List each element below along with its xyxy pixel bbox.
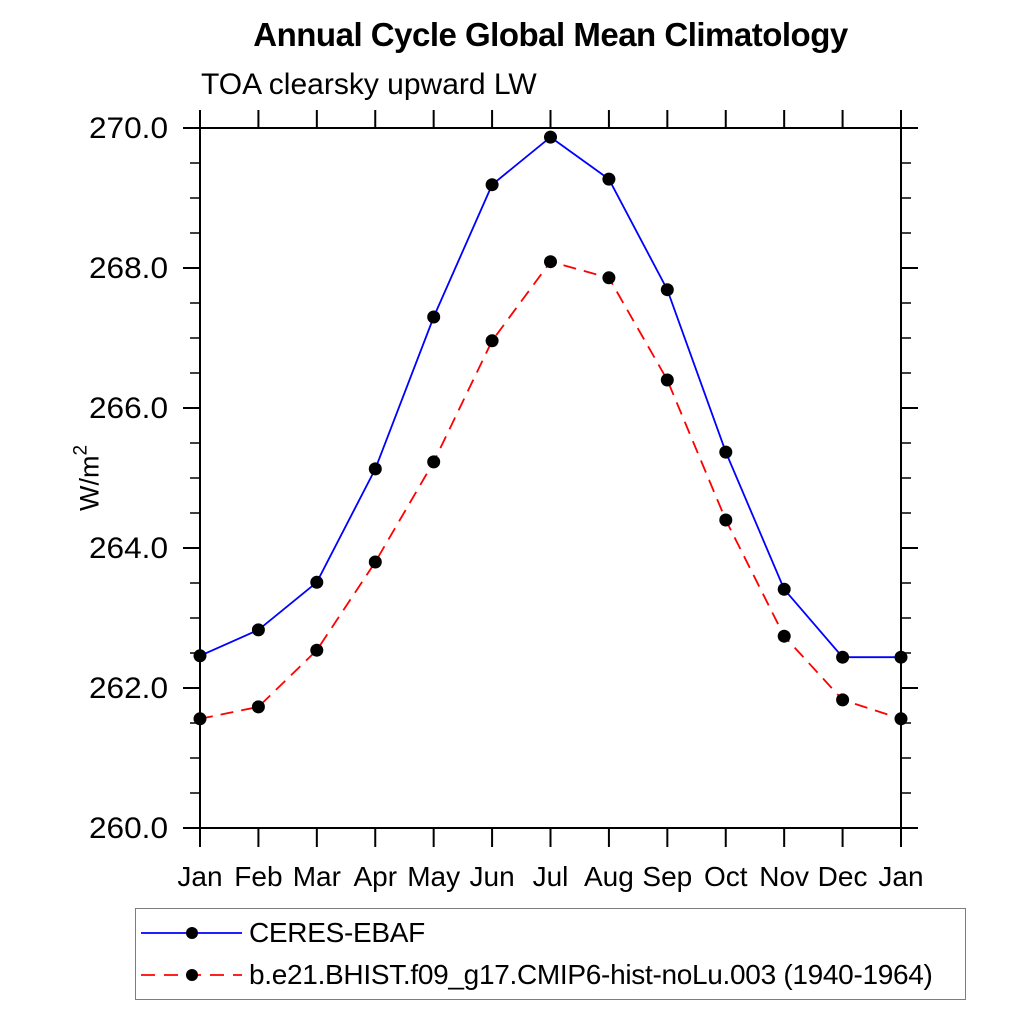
data-point-marker — [894, 712, 908, 726]
chart-subtitle: TOA clearsky upward LW — [201, 68, 537, 101]
x-axis-tick-label: Oct — [704, 861, 748, 892]
y-axis-tick-label: 268.0 — [89, 252, 168, 285]
data-point-marker — [719, 445, 733, 459]
legend-item-ceres-ebaf: CERES-EBAF — [139, 912, 965, 954]
data-point-marker — [368, 462, 382, 476]
legend-dashed-line-sample — [141, 969, 242, 981]
legend: CERES-EBAF b.e21.BHIST.f09_g17.CMIP6-his… — [135, 908, 966, 1000]
data-point-marker — [427, 310, 441, 324]
y-axis-tick-label: 266.0 — [89, 392, 168, 425]
data-point-marker — [485, 178, 499, 192]
data-point-marker — [602, 172, 616, 186]
legend-item-model-run: b.e21.BHIST.f09_g17.CMIP6-hist-noLu.003 … — [139, 954, 965, 996]
data-point-marker — [894, 650, 908, 664]
y-axis-tick-label: 262.0 — [89, 672, 168, 705]
legend-marker-dot-icon — [186, 969, 198, 981]
x-axis-tick-label: Mar — [293, 861, 341, 892]
data-point-marker — [602, 271, 616, 285]
legend-label-model-run: b.e21.BHIST.f09_g17.CMIP6-hist-noLu.003 … — [249, 959, 933, 990]
x-axis-tick-label: Jan — [878, 861, 923, 892]
data-point-marker — [777, 629, 791, 643]
x-axis-tick-label: Feb — [234, 861, 282, 892]
data-point-marker — [193, 649, 207, 663]
y-axis-tick-label: 264.0 — [89, 532, 168, 565]
y-axis-tick-label: 270.0 — [89, 112, 168, 145]
y-axis-tick-label: 260.0 — [89, 812, 168, 845]
data-point-marker — [485, 334, 499, 348]
x-axis-tick-label: May — [407, 861, 460, 892]
x-axis-tick-label: Sep — [642, 861, 692, 892]
x-axis-tick-label: Jan — [177, 861, 222, 892]
series-line-ceres-ebaf — [199, 135, 901, 659]
data-point-marker — [836, 693, 850, 707]
data-point-marker — [427, 455, 441, 469]
legend-marker-dot-icon — [186, 927, 198, 939]
x-axis-tick-label: Jun — [470, 861, 515, 892]
data-point-marker — [193, 712, 207, 726]
data-point-marker — [777, 582, 791, 596]
data-point-marker — [660, 283, 674, 297]
data-point-marker — [310, 575, 324, 589]
data-point-marker — [368, 555, 382, 569]
data-point-marker — [660, 373, 674, 387]
series-line-model-run — [199, 260, 902, 720]
data-point-marker — [544, 130, 557, 144]
chart-title: Annual Cycle Global Mean Climatology — [253, 16, 848, 53]
x-axis-tick-label: Nov — [759, 861, 809, 892]
x-axis-tick-label: Apr — [353, 861, 397, 892]
data-point-marker — [310, 643, 324, 657]
data-point-marker — [719, 513, 733, 527]
legend-solid-line-sample — [141, 927, 242, 939]
data-point-marker — [251, 700, 265, 714]
x-axis-tick-label: Dec — [818, 861, 868, 892]
data-point-marker — [544, 255, 557, 269]
x-axis-tick-label: Aug — [584, 861, 634, 892]
x-axis-tick-label: Jul — [533, 861, 569, 892]
data-point-marker — [251, 623, 265, 637]
plot-frame — [199, 127, 902, 829]
legend-label-ceres-ebaf: CERES-EBAF — [249, 917, 425, 948]
data-point-marker — [836, 650, 850, 664]
